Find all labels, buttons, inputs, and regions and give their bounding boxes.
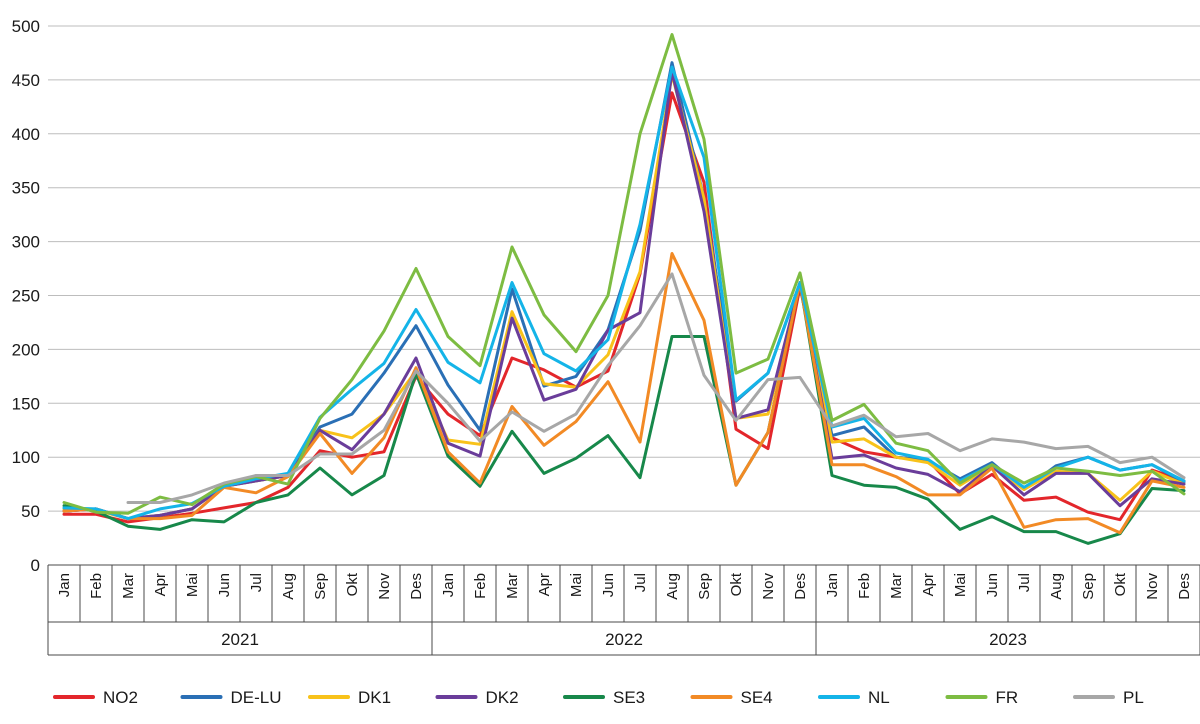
series-lines [62, 33, 1186, 545]
x-tick-label: Aug [280, 573, 297, 600]
x-tick-label: Jul [632, 573, 649, 592]
legend-label-dk1: DK1 [358, 688, 391, 707]
x-tick-label: Des [792, 573, 809, 600]
x-tick-label: Jun [216, 573, 233, 597]
legend-label-dk2: DK2 [486, 688, 519, 707]
y-tick-label: 150 [12, 394, 40, 413]
legend-label-pl: PL [1123, 688, 1144, 707]
x-tick-label: Jan [56, 573, 73, 597]
series-line-nl [62, 65, 1186, 521]
x-tick-label: Jul [1016, 573, 1033, 592]
legend-label-se4: SE4 [741, 688, 773, 707]
x-tick-label: Des [408, 573, 425, 600]
series-line-dk2 [62, 69, 1186, 521]
x-tick-label: Apr [152, 573, 169, 596]
y-tick-label: 300 [12, 233, 40, 252]
x-tick-label: Nov [376, 573, 393, 600]
legend-label-no2: NO2 [103, 688, 138, 707]
x-tick-label: Sep [312, 573, 329, 600]
y-tick-label: 500 [12, 17, 40, 36]
x-tick-label: Nov [1144, 573, 1161, 600]
year-label: 2021 [221, 630, 259, 649]
year-label: 2023 [989, 630, 1027, 649]
x-tick-label: Okt [728, 572, 745, 596]
x-tick-label: Mai [568, 573, 585, 597]
x-tick-label: Jul [248, 573, 265, 592]
x-tick-label: Mai [952, 573, 969, 597]
y-tick-label: 350 [12, 179, 40, 198]
x-tick-label: Okt [1112, 572, 1129, 596]
x-tick-label: Aug [1048, 573, 1065, 600]
series-line-dk1 [62, 73, 1186, 521]
series-line-pl [126, 272, 1186, 504]
legend-label-fr: FR [996, 688, 1019, 707]
y-tick-label: 100 [12, 448, 40, 467]
x-tick-label: Jan [824, 573, 841, 597]
y-tick-label: 400 [12, 125, 40, 144]
x-tick-label: Jan [440, 573, 457, 597]
x-tick-label: Sep [696, 573, 713, 600]
x-tick-label: Okt [344, 572, 361, 596]
x-tick-label: Mar [504, 573, 521, 599]
x-tick-label: Des [1176, 573, 1193, 600]
x-tick-label: Feb [856, 573, 873, 599]
legend-label-se3: SE3 [613, 688, 645, 707]
y-tick-label: 50 [21, 502, 40, 521]
legend: NO2 DE-LU DK1 DK2 SE3 SE4 NL FR PL [53, 688, 1144, 707]
legend-label-nl: NL [868, 688, 890, 707]
x-tick-label: Mai [184, 573, 201, 597]
axes: 0 50 100 150 200 250 300 350 400 450 500 2021 2022 20… [12, 17, 1200, 656]
x-tick-label: Mar [888, 573, 905, 599]
series-line-se4 [62, 252, 1186, 535]
series-line-de-lu [62, 61, 1186, 521]
x-tick-label: Apr [920, 573, 937, 596]
x-tick-label: Feb [88, 573, 105, 599]
series-line-se3 [62, 281, 1186, 545]
x-tick-label: Mar [120, 573, 137, 599]
x-tick-label: Apr [536, 573, 553, 596]
x-tick-label: Aug [664, 573, 681, 600]
legend-label-de-lu: DE-LU [231, 688, 282, 707]
y-tick-label: 0 [31, 556, 40, 575]
year-label: 2022 [605, 630, 643, 649]
x-tick-label: Jun [984, 573, 1001, 597]
x-tick-label: Nov [760, 573, 777, 600]
y-tick-label: 200 [12, 340, 40, 359]
y-tick-label: 450 [12, 71, 40, 90]
x-tick-label: Jun [600, 573, 617, 597]
y-tick-label: 250 [12, 287, 40, 306]
gridlines [48, 25, 1200, 512]
x-tick-label: Sep [1080, 573, 1097, 600]
x-tick-label: Feb [472, 573, 489, 599]
